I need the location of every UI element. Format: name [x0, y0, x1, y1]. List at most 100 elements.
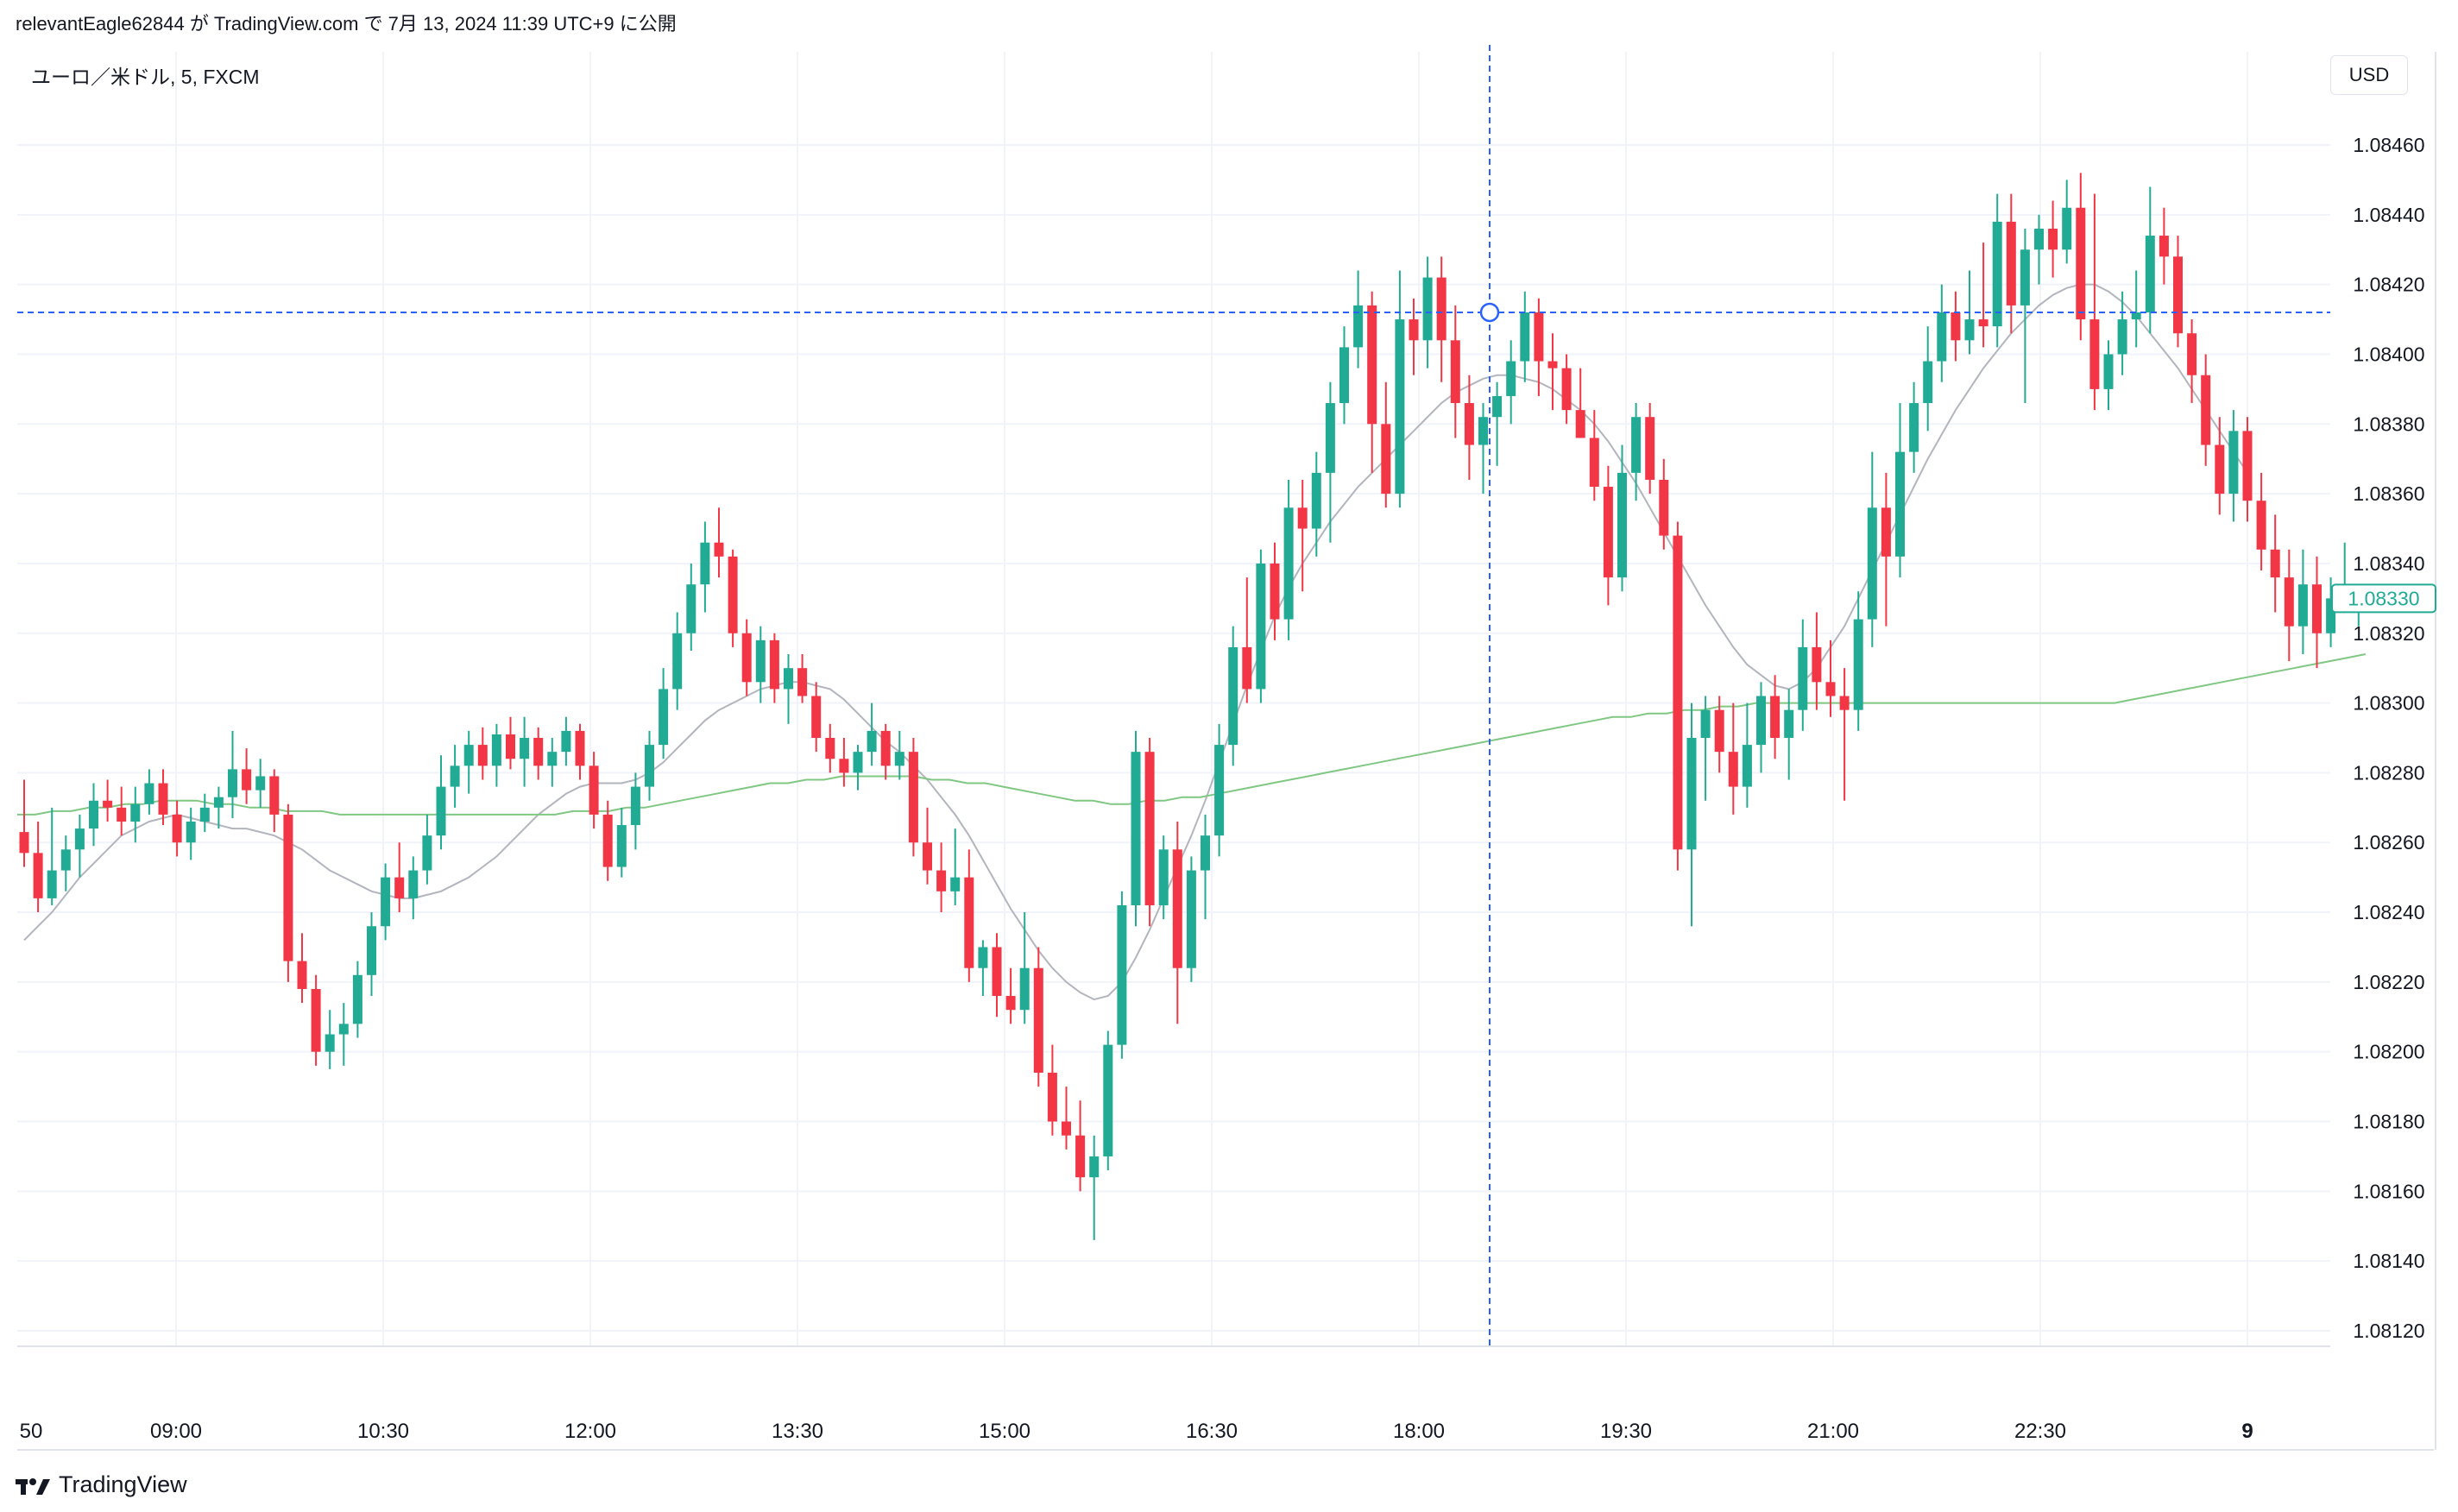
candle [1839, 668, 1850, 801]
candle-body [1520, 312, 1530, 362]
candle-body [1534, 312, 1544, 362]
candle [1062, 1087, 1071, 1150]
chart-grid [17, 52, 2330, 1346]
candle [867, 702, 877, 766]
candle [1409, 298, 1419, 375]
price-tick-label: 1.08180 [2353, 1111, 2424, 1133]
candle-body [130, 803, 141, 822]
candle-body [367, 926, 376, 975]
candle-body [2201, 375, 2211, 445]
candle-body [117, 807, 127, 822]
candle-body [422, 835, 432, 871]
candle-body [228, 769, 237, 797]
candle [1436, 256, 1446, 382]
candle [880, 723, 891, 780]
candle [47, 807, 57, 905]
candle [1617, 444, 1627, 592]
time-tick-label: 21:00 [1807, 1420, 1859, 1443]
price-tick-label: 1.08320 [2353, 622, 2424, 645]
time-tick-label: 10:30 [357, 1420, 409, 1443]
candle-body [1228, 646, 1238, 746]
candle-body [1853, 619, 1863, 710]
candle-body [33, 853, 43, 898]
candle-body [894, 752, 904, 766]
candle [1909, 381, 1919, 473]
symbol-title[interactable]: ユーロ／米ドル, 5, FXCM [31, 66, 260, 88]
candle-body [1492, 395, 1503, 418]
candle-body [1311, 472, 1321, 529]
candle [1867, 451, 1877, 647]
candle-body [853, 752, 863, 773]
candle [1478, 403, 1488, 495]
candle-body [2006, 221, 2016, 306]
candle [1214, 723, 1225, 857]
candle [1631, 403, 1642, 501]
candle [144, 769, 154, 815]
candle [1561, 354, 1572, 425]
candle-body [408, 870, 419, 898]
candle [297, 933, 307, 1004]
candle [741, 619, 752, 696]
candle [311, 974, 321, 1066]
candle-body [89, 800, 98, 829]
candle [2131, 270, 2141, 348]
candle-body [825, 738, 835, 759]
currency-button[interactable]: USD [2330, 55, 2408, 95]
candle-body [491, 734, 501, 766]
candle-body [547, 752, 558, 766]
candle-body [1464, 403, 1474, 445]
tradingview-brand-text: TradingView [59, 1471, 187, 1497]
last-price-box [2331, 583, 2436, 614]
candle-body [450, 765, 460, 787]
candle-body [1784, 709, 1794, 738]
candle [74, 814, 85, 878]
candle-body [1353, 305, 1364, 348]
candle [686, 563, 696, 651]
candle-body [769, 639, 779, 690]
candle [2297, 549, 2308, 655]
candle [450, 745, 460, 808]
candle-body [172, 814, 182, 843]
last-price-label: 1.08330 [2331, 583, 2436, 614]
candle [491, 723, 501, 787]
candle [2242, 417, 2253, 522]
candle [1339, 326, 1349, 425]
candle-body [2297, 584, 2308, 627]
time-tick-label: 09:00 [150, 1420, 202, 1443]
candle [1798, 619, 1808, 731]
candle-body [645, 745, 654, 787]
candle [659, 668, 669, 759]
crosshair-marker [1479, 302, 1500, 323]
candle [422, 814, 432, 885]
candle [352, 961, 362, 1038]
candle-body [1283, 507, 1294, 620]
tradingview-brand[interactable]: TradingView [16, 1467, 187, 1502]
candle-body [1242, 646, 1252, 690]
candle [2006, 193, 2016, 334]
crosshair [17, 45, 2330, 1346]
candle [1367, 291, 1377, 473]
candle [1673, 521, 1683, 871]
candle-body [755, 639, 766, 683]
candle-body [2312, 584, 2322, 633]
candle-body [1436, 277, 1446, 341]
candle-body [297, 961, 307, 989]
candle-body [950, 877, 961, 891]
candle-body [1867, 507, 1877, 620]
candle [2256, 472, 2266, 571]
candle-body [2103, 354, 2114, 389]
candle [1784, 689, 1794, 780]
candle [1506, 340, 1516, 425]
candle [853, 745, 863, 791]
candle-body [2020, 249, 2030, 306]
candle-body [199, 807, 210, 822]
candle-body [686, 584, 696, 633]
candle [255, 759, 266, 808]
candle-body [533, 738, 544, 766]
candle [520, 716, 530, 787]
candle-body [616, 825, 627, 867]
candle-body [477, 745, 488, 766]
candle-body [2326, 598, 2336, 633]
candle [839, 738, 849, 787]
